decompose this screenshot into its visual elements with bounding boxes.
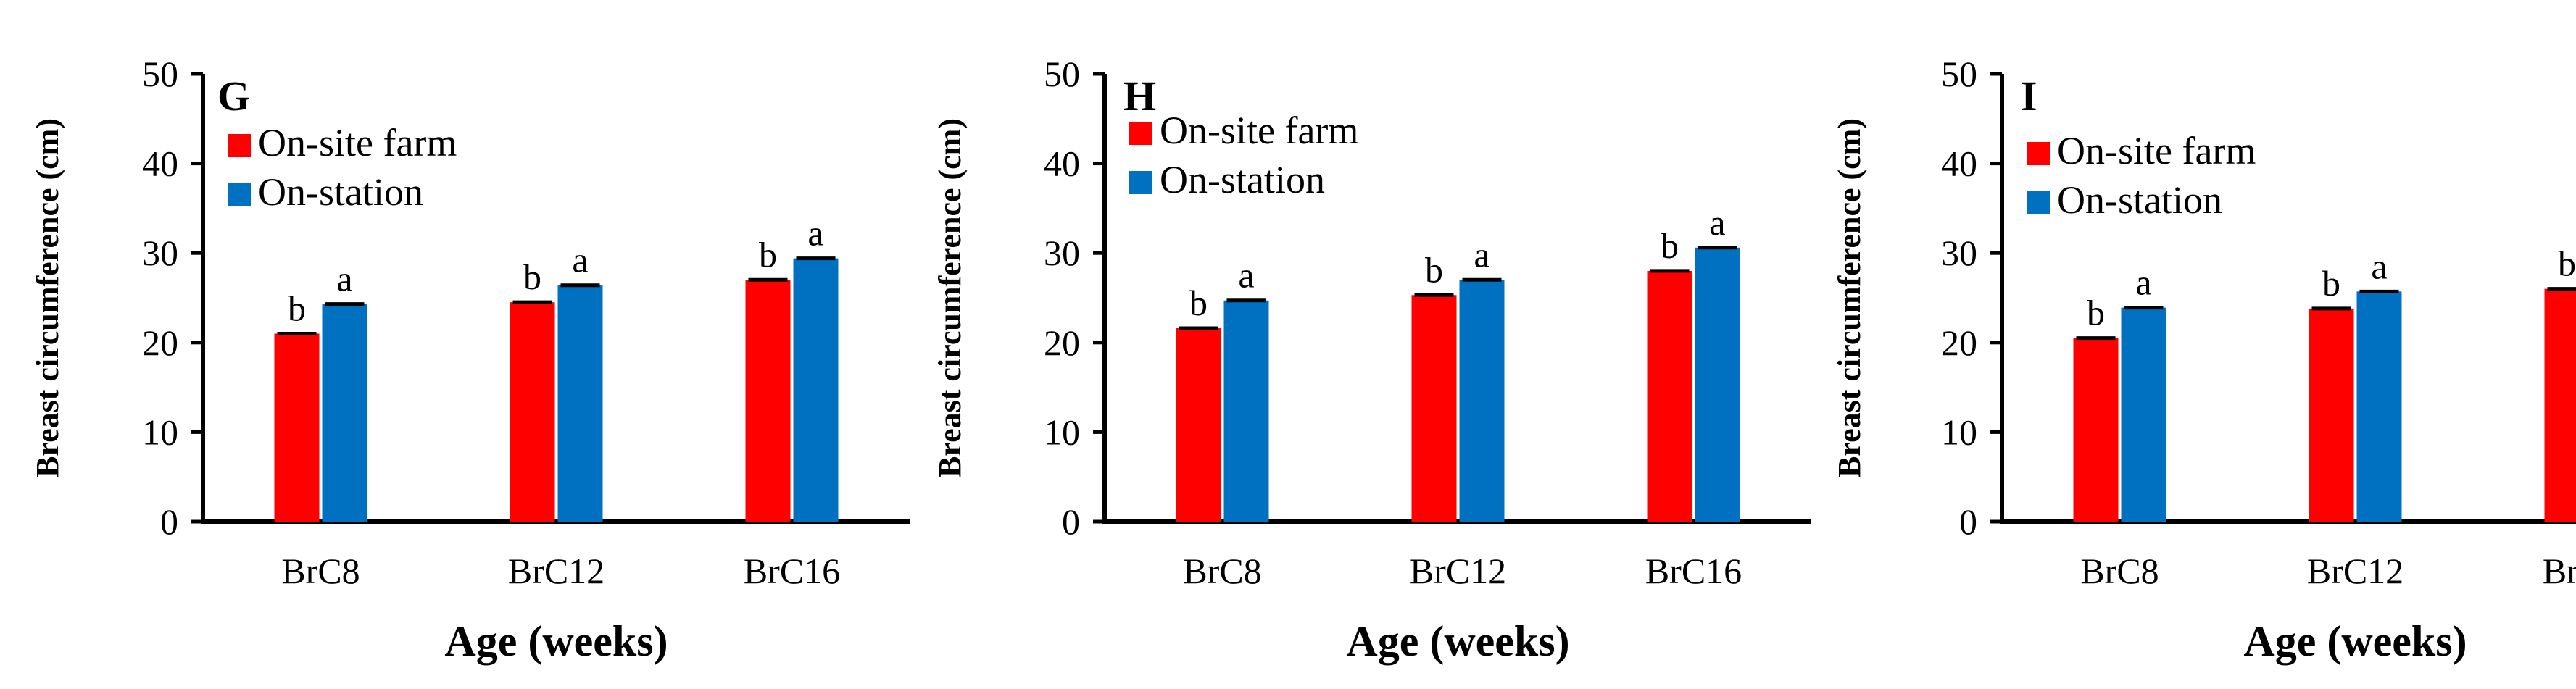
x-tick-label: BrC16 [1645, 551, 1742, 591]
y-tick-label: 20 [1941, 322, 1977, 363]
legend-label: On-station [258, 170, 423, 214]
y-tick-label: 0 [1062, 501, 1080, 542]
y-tick-label: 10 [142, 412, 178, 452]
y-tick-label: 20 [1044, 322, 1080, 363]
significance-letter: a [2135, 262, 2151, 303]
legend: On-site farm On-station [228, 121, 457, 214]
x-axis-title: Age (weeks) [1346, 617, 1569, 665]
y-axis-title: Breast circumference (cm) [1832, 118, 1867, 477]
significance-letter: b [1661, 225, 1679, 266]
significance-letter: a [807, 213, 823, 254]
x-tick-label: BrC16 [744, 551, 840, 591]
y-tick-label: 40 [1044, 143, 1080, 184]
panel-letter: G [217, 72, 250, 120]
x-tick-label: BrC12 [508, 551, 604, 591]
bar-on-site-farm [2073, 338, 2119, 522]
x-axis-title: Age (weeks) [2243, 617, 2467, 665]
y-tick-label: 20 [142, 322, 178, 363]
y-tick-label: 30 [142, 233, 178, 273]
significance-letter: a [1474, 234, 1489, 275]
significance-letter: b [1189, 283, 1208, 323]
legend-label: On-site farm [2057, 129, 2256, 172]
chart-panel-i: 01020304050baBrC8baBrC12baBrC16IOn-site … [1832, 54, 2576, 665]
y-tick-label: 10 [1044, 412, 1080, 452]
bar-on-site-farm [1647, 270, 1692, 522]
legend-label: On-station [2057, 178, 2222, 222]
significance-letter: b [2558, 243, 2576, 284]
legend: On-site farm On-station [1129, 109, 1358, 201]
significance-letter: a [2371, 246, 2387, 286]
significance-letter: a [1238, 255, 1254, 296]
y-tick-label: 50 [142, 54, 178, 94]
bar-on-station [1223, 300, 1269, 522]
panel-letter: H [1123, 72, 1156, 120]
legend-swatch [228, 183, 251, 206]
significance-letter: b [288, 288, 306, 328]
y-tick-label: 30 [1941, 233, 1977, 273]
y-tick-label: 30 [1044, 233, 1080, 273]
x-tick-label: BrC16 [2543, 551, 2576, 591]
legend-label: On-site farm [1160, 109, 1358, 152]
significance-letter: b [1425, 249, 1443, 290]
legend-swatch [1129, 171, 1152, 194]
bar-on-station [2356, 291, 2402, 522]
y-axis-title: Breast circumference (cm) [30, 118, 65, 477]
x-tick-label: BrC8 [1183, 551, 1261, 591]
x-tick-label: BrC8 [2080, 551, 2159, 591]
significance-letter: b [523, 256, 541, 297]
bar-on-station [1695, 247, 1740, 522]
legend-label: On-station [1160, 158, 1325, 201]
significance-letter: a [572, 240, 588, 280]
significance-letter: a [1709, 202, 1725, 243]
bar-on-station [322, 304, 367, 522]
bar-on-site-farm [745, 280, 791, 522]
y-tick-label: 10 [1941, 412, 1977, 452]
significance-letter: b [759, 234, 777, 275]
bar-on-site-farm [1411, 295, 1457, 522]
bar-on-station [793, 258, 839, 522]
bar-on-site-farm [2309, 308, 2354, 522]
legend-swatch [1129, 122, 1152, 145]
x-tick-label: BrC12 [1410, 551, 1506, 591]
panel-letter: I [2021, 72, 2037, 120]
bar-on-station [557, 285, 603, 522]
bar-on-station [2121, 307, 2166, 522]
x-tick-label: BrC8 [281, 551, 360, 591]
legend-swatch [2027, 142, 2050, 165]
y-axis-title: Breast circumference (cm) [932, 118, 968, 477]
bar-on-site-farm [1176, 328, 1221, 522]
bar-on-site-farm [2544, 288, 2576, 522]
significance-letter: b [2087, 293, 2105, 333]
y-tick-label: 50 [1044, 54, 1080, 94]
y-tick-label: 40 [142, 143, 178, 184]
bar-on-site-farm [510, 302, 555, 522]
legend-swatch [2027, 191, 2050, 214]
legend: On-site farm On-station [2027, 129, 2256, 222]
significance-letter: a [336, 259, 352, 299]
y-tick-label: 0 [1959, 501, 1977, 542]
x-axis-title: Age (weeks) [444, 617, 668, 665]
legend-swatch [228, 134, 251, 157]
legend-label: On-site farm [258, 121, 457, 164]
y-tick-label: 50 [1941, 54, 1977, 94]
y-tick-label: 0 [160, 501, 178, 542]
x-tick-label: BrC12 [2307, 551, 2403, 591]
bar-on-site-farm [274, 333, 320, 522]
significance-letter: b [2322, 263, 2340, 304]
y-tick-label: 40 [1941, 143, 1977, 184]
bar-on-station [1459, 280, 1505, 522]
